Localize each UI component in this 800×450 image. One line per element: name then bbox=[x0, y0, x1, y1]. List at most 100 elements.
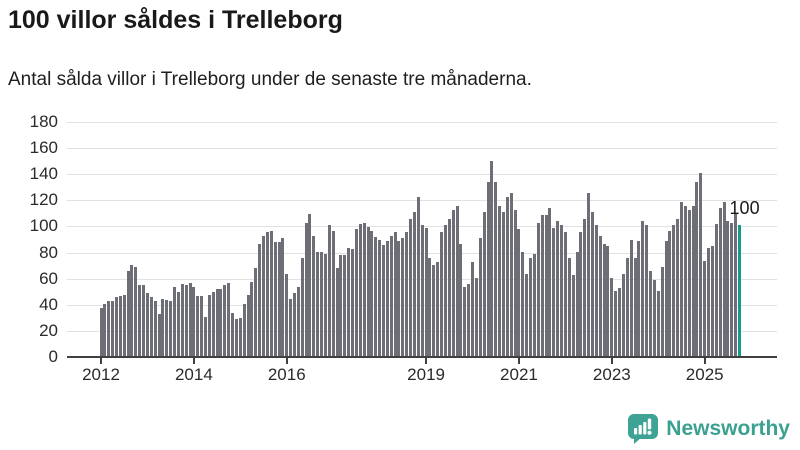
x-axis-tick bbox=[517, 358, 520, 364]
bar bbox=[529, 258, 533, 356]
bar bbox=[699, 173, 703, 356]
bar bbox=[223, 285, 227, 356]
bar bbox=[153, 301, 157, 356]
bar bbox=[463, 286, 467, 356]
bar bbox=[548, 208, 552, 356]
bar bbox=[242, 303, 246, 356]
bar bbox=[494, 182, 498, 356]
bar bbox=[498, 205, 502, 356]
x-axis-tick bbox=[425, 358, 428, 364]
bar bbox=[594, 225, 598, 356]
bar bbox=[695, 182, 699, 356]
bar bbox=[416, 196, 420, 356]
bar bbox=[412, 212, 416, 356]
bar bbox=[300, 258, 304, 356]
gridline bbox=[67, 121, 777, 123]
bar bbox=[540, 214, 544, 356]
bar bbox=[649, 271, 653, 356]
bar bbox=[219, 289, 223, 356]
bar bbox=[289, 298, 293, 356]
bar bbox=[107, 301, 111, 356]
bar bbox=[656, 290, 660, 356]
bar bbox=[513, 209, 517, 356]
bar bbox=[343, 255, 347, 356]
bar bbox=[269, 230, 273, 356]
bar bbox=[459, 243, 463, 356]
bar bbox=[184, 285, 188, 356]
bar bbox=[432, 264, 436, 356]
bar bbox=[645, 225, 649, 356]
x-axis-line bbox=[67, 356, 777, 358]
bar bbox=[668, 230, 672, 356]
y-axis-tick-label: 180 bbox=[29, 111, 58, 131]
bar bbox=[114, 297, 118, 356]
bar bbox=[703, 260, 707, 356]
bar bbox=[393, 231, 397, 356]
y-axis-tick-label: 140 bbox=[29, 164, 58, 184]
bar bbox=[722, 201, 726, 356]
y-axis-tick-label: 0 bbox=[48, 347, 58, 366]
bar bbox=[583, 218, 587, 356]
bar bbox=[180, 284, 184, 356]
x-axis-tick bbox=[703, 358, 706, 364]
x-axis-tick-label: 2012 bbox=[82, 365, 120, 384]
bar bbox=[397, 241, 401, 356]
y-axis-tick-label: 40 bbox=[39, 294, 58, 314]
bar bbox=[707, 247, 711, 356]
bar bbox=[366, 226, 370, 356]
bar bbox=[192, 286, 196, 356]
bar bbox=[227, 282, 231, 356]
gridline bbox=[67, 148, 777, 150]
bar bbox=[436, 261, 440, 356]
bar bbox=[258, 243, 262, 356]
bar bbox=[231, 312, 235, 356]
bar bbox=[501, 212, 505, 356]
bar bbox=[567, 258, 571, 356]
bar bbox=[687, 209, 691, 356]
bar bbox=[676, 218, 680, 356]
x-axis-tick-label: 2023 bbox=[592, 365, 631, 384]
bar bbox=[134, 267, 138, 356]
brand-footer: Newsworthy bbox=[626, 412, 790, 446]
bar bbox=[451, 209, 455, 356]
x-axis-tick bbox=[610, 358, 613, 364]
bar bbox=[250, 281, 254, 356]
y-axis-tick-label: 160 bbox=[29, 138, 58, 158]
bar bbox=[277, 242, 281, 356]
bar bbox=[293, 293, 296, 356]
bar bbox=[316, 251, 320, 356]
bar bbox=[598, 235, 602, 356]
bar bbox=[405, 231, 409, 356]
bar bbox=[525, 273, 529, 356]
bar bbox=[637, 241, 641, 356]
bar bbox=[610, 277, 614, 356]
bar bbox=[734, 213, 738, 356]
bar bbox=[234, 319, 238, 356]
x-axis-tick bbox=[285, 358, 288, 364]
bar bbox=[354, 229, 358, 356]
bar bbox=[641, 221, 645, 356]
brand-name: Newsworthy bbox=[666, 417, 790, 440]
bar bbox=[211, 292, 215, 356]
bar bbox=[587, 192, 591, 356]
bar bbox=[323, 254, 327, 356]
y-axis-tick-label: 20 bbox=[39, 320, 58, 340]
bar bbox=[176, 292, 180, 356]
bar bbox=[358, 224, 362, 356]
bar bbox=[296, 286, 300, 356]
bar bbox=[467, 284, 471, 356]
bar bbox=[579, 231, 583, 356]
bar bbox=[505, 196, 509, 356]
bar bbox=[188, 282, 192, 356]
bar bbox=[196, 295, 200, 356]
highlighted-bar bbox=[738, 225, 742, 356]
bar bbox=[633, 258, 637, 356]
bar bbox=[440, 231, 444, 356]
bar bbox=[335, 268, 339, 356]
bar bbox=[347, 247, 351, 356]
bar bbox=[382, 244, 385, 356]
bar bbox=[660, 267, 664, 356]
x-axis-tick-label: 2014 bbox=[174, 365, 213, 384]
